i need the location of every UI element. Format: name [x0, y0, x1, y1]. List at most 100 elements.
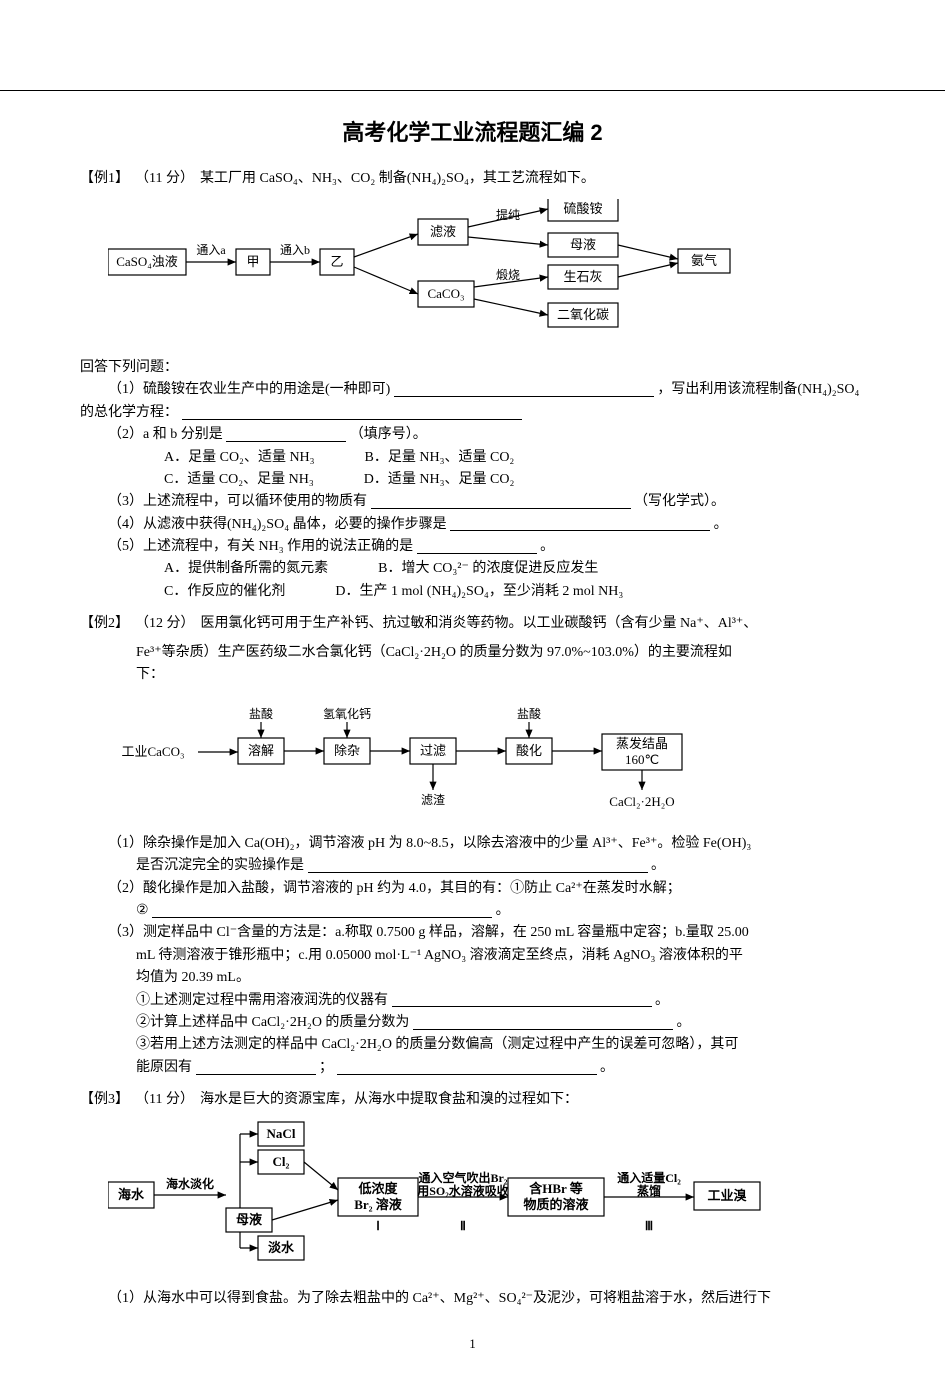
ex1-q2D: D．适量 NH₃、足量 CO₂: [364, 469, 515, 491]
blank[interactable]: [337, 1061, 597, 1075]
ex2-q3iii-sep: ；: [319, 1060, 333, 1075]
ex1-q1b: ，写出利用该流程制备(NH₄)₂SO₄: [657, 382, 859, 397]
ex2-tag: 【例2】: [80, 613, 129, 635]
ex1-aftertext: 回答下列问题：: [80, 357, 865, 379]
blank[interactable]: [182, 406, 522, 420]
ex1-tag: 【例1】: [80, 168, 129, 190]
svg-text:含HBr 等: 含HBr 等: [528, 1181, 583, 1196]
ex2-q3iii2: 能原因有: [136, 1060, 192, 1075]
ex3-flow-diagram: 海水 海水淡化 NaCl Cl₂ 母液 淡水 低浓度 Br₂ 溶: [108, 1120, 865, 1278]
ex1-q5: （5）上述流程中，有关 NH₃ 作用的说法正确的是: [108, 539, 413, 554]
ex3-upB: Cl₂: [273, 1154, 290, 1169]
ex2-q3c: 均值为 20.39 mL。: [80, 967, 865, 989]
ex1-stem: 某工厂用 CaSO₄、NH₃、CO₂ 制备(NH₄)₂SO₄，其工艺流程如下。: [200, 168, 595, 190]
ex2-out: CaCl₂·2H₂O: [609, 794, 674, 809]
ex1-p5: 氨气: [691, 253, 717, 268]
ex2-a4: 盐酸: [517, 706, 541, 721]
ex1-q5B: B．增大 CO₃²⁻ 的浓度促进反应发生: [378, 558, 598, 580]
example-3: 【例3】 （11 分） 海水是巨大的资源宝库，从海水中提取食盐和溴的过程如下： …: [80, 1089, 865, 1310]
ex1-q3a: （3）上述流程中，可以循环使用的物质有: [108, 494, 367, 509]
blank[interactable]: [413, 1016, 673, 1030]
ex1-q3b: （写化学式）。: [634, 494, 725, 509]
ex3-q1: （1）从海水中可以得到食盐。为了除去粗盐中的 Ca²⁺、Mg²⁺、SO₄²⁻及泥…: [80, 1288, 865, 1310]
ex2-q1b: 是否沉淀完全的实验操作是: [136, 858, 304, 873]
ex2-n4: 酸化: [516, 743, 542, 758]
ex2-q2a: （2）酸化操作是加入盐酸，调节溶液的 pH 约为 4.0，其目的有：①防止 Ca…: [80, 878, 865, 900]
ex3-mid: 母液: [236, 1212, 262, 1227]
blank[interactable]: [152, 904, 492, 918]
ex2-n3: 过滤: [420, 743, 446, 758]
ex1-n4: CaCO₃: [427, 286, 464, 301]
ex1-n3: 滤液: [430, 224, 456, 239]
ex1-q5C: C．作反应的催化剂: [164, 581, 285, 603]
page-title: 高考化学工业流程题汇编 2: [80, 115, 865, 150]
blank[interactable]: [417, 540, 537, 554]
ex3-out: 工业溴: [707, 1188, 747, 1203]
header-rule: [0, 90, 945, 91]
example-1: 【例1】 （11 分） 某工厂用 CaSO₄、NH₃、CO₂ 制备(NH₄)₂S…: [80, 168, 865, 603]
ex3-a3a: 通入适量Cl₂: [617, 1170, 681, 1185]
ex2-n5a: 蒸发结晶: [616, 736, 668, 751]
ex1-q5tail: 。: [540, 539, 554, 554]
ex2-n2: 除杂: [334, 743, 360, 758]
blank[interactable]: [392, 993, 652, 1007]
ex3-in: 海水: [118, 1187, 145, 1202]
blank[interactable]: [394, 383, 654, 397]
ex3-tag: 【例3】: [80, 1089, 129, 1111]
ex1-q4: （4）从滤液中获得(NH₄)₂SO₄ 晶体，必要的操作步骤是: [108, 517, 447, 532]
svg-text:Br₂ 溶液: Br₂ 溶液: [354, 1197, 402, 1212]
ex2-q2b: ②: [136, 903, 149, 918]
ex2-q3a: （3）测定样品中 Cl⁻含量的方法是：a.称取 0.7500 g 样品，溶解，在…: [80, 922, 865, 944]
ex2-q1tail: 。: [651, 858, 665, 873]
ex3-points: （11 分）: [135, 1089, 194, 1111]
ex1-flow-diagram: CaSO₄浊液 通入a 甲 通入b 乙 滤液 提纯 CaCO₃ 煅烧: [108, 199, 865, 347]
ex1-e12: 通入b: [280, 243, 310, 257]
ex3-l3: Ⅲ: [645, 1219, 653, 1233]
ex2-n5b: 160℃: [625, 752, 659, 767]
ex1-e01: 通入a: [196, 243, 226, 257]
ex3-down: 淡水: [268, 1240, 295, 1255]
ex1-n1: 甲: [246, 254, 259, 269]
ex3-a2a: 通入空气吹出Br₂: [419, 1170, 508, 1185]
ex2-stem1: 医用氯化钙可用于生产补钙、抗过敏和消炎等药物。以工业碳酸钙（含有少量 Na⁺、A…: [201, 613, 758, 635]
ex2-q1a: （1）除杂操作是加入 Ca(OH)₂，调节溶液 pH 为 8.0~8.5，以除去…: [80, 833, 865, 855]
ex2-points: （12 分）: [135, 613, 195, 635]
ex1-points: （11 分）: [135, 168, 194, 190]
blank[interactable]: [450, 517, 710, 531]
ex3-a3b: 蒸馏: [637, 1183, 661, 1198]
ex3-elab: 海水淡化: [166, 1176, 214, 1191]
svg-text:低浓度: 低浓度: [357, 1181, 398, 1196]
ex2-a2: 氢氧化钙: [323, 706, 371, 721]
ex2-q2tail: 。: [496, 903, 510, 918]
ex2-q3iiitail: 。: [600, 1060, 614, 1075]
ex1-q2A: A．足量 CO₂、适量 NH₃: [164, 447, 315, 469]
ex1-q2C: C．适量 CO₂、足量 NH₃: [164, 469, 314, 491]
ex2-stem3: 下：: [80, 664, 865, 686]
page-number: 1: [80, 1334, 865, 1355]
ex2-n1: 溶解: [248, 743, 274, 758]
ex3-l2: Ⅱ: [460, 1219, 466, 1233]
ex1-q4tail: 。: [714, 517, 728, 532]
ex1-q1a: （1）硫酸铵在农业生产中的用途是(一种即可): [108, 382, 390, 397]
ex1-q1c: 的总化学方程：: [80, 405, 178, 420]
blank[interactable]: [196, 1061, 316, 1075]
ex1-n2: 乙: [330, 254, 343, 269]
blank[interactable]: [308, 859, 648, 873]
ex2-in: 工业CaCO₃: [121, 744, 184, 759]
ex2-q3ii: ②计算上述样品中 CaCl₂·2H₂O 的质量分数为: [136, 1015, 409, 1030]
blank[interactable]: [226, 428, 346, 442]
blank[interactable]: [371, 495, 631, 509]
ex2-stem2: Fe³⁺等杂质）生产医药级二水合氯化钙（CaCl₂·2H₂O 的质量分数为 97…: [80, 642, 865, 664]
ex1-p2: 母液: [570, 237, 596, 252]
ex2-q3i: ①上述测定过程中需用溶液润洗的仪器有: [136, 993, 388, 1008]
ex1-e4a: 煅烧: [496, 267, 520, 282]
ex3-stem: 海水是巨大的资源宝库，从海水中提取食盐和溴的过程如下：: [200, 1089, 578, 1111]
ex1-p1: 硫酸铵: [563, 201, 602, 216]
ex1-q2B: B．足量 NH₃、适量 CO₂: [365, 447, 515, 469]
ex1-p3: 生石灰: [563, 269, 602, 284]
example-2: 【例2】 （12 分） 医用氯化钙可用于生产补钙、抗过敏和消炎等药物。以工业碳酸…: [80, 613, 865, 1079]
ex2-d3: 滤渣: [421, 793, 445, 807]
ex1-q2tail: （填序号）。: [350, 427, 427, 442]
ex3-a2b: 用SO₂水溶液吸收: [416, 1183, 509, 1198]
ex2-q3b: mL 待测溶液于锥形瓶中；c.用 0.05000 mol·L⁻¹ AgNO₃ 溶…: [80, 945, 865, 967]
